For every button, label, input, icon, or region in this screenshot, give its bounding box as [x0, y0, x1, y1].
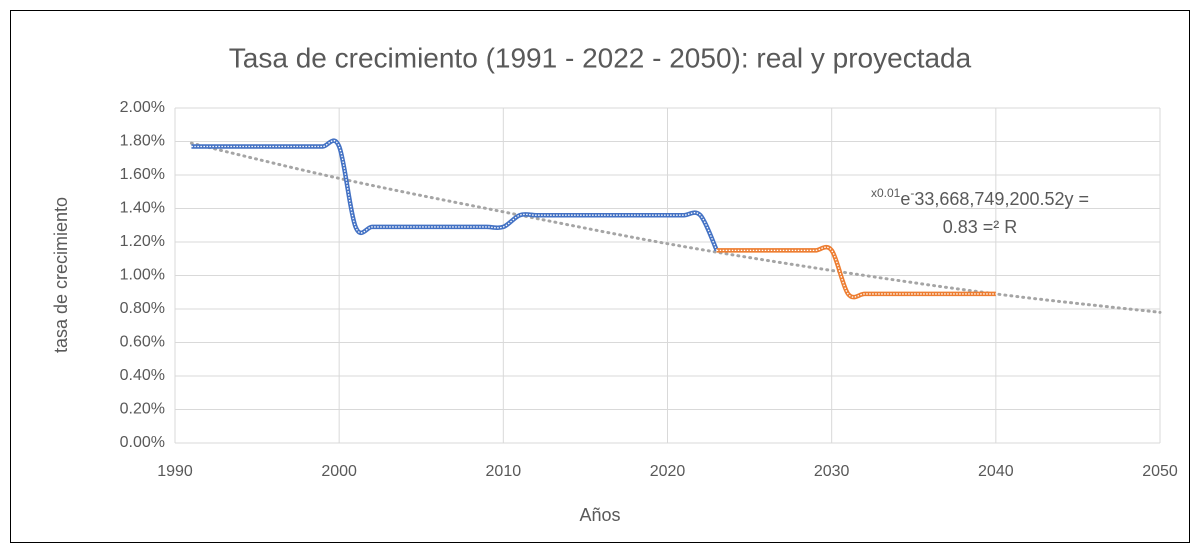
x-tick-label: 2040	[978, 463, 1014, 480]
y-tick-label: 2.00%	[120, 99, 165, 116]
x-tick-label: 2050	[1142, 463, 1178, 480]
x-tick-label: 2020	[650, 463, 686, 480]
y-tick-label: 0.60%	[120, 334, 165, 351]
annotation: x0.01e-33,668,749,200.52y =	[871, 186, 1089, 209]
trendline	[189, 141, 1162, 314]
y-tick-label: 1.20%	[120, 233, 165, 250]
x-tick-label: 2000	[321, 463, 357, 480]
annotation: 0.83 =² R	[943, 217, 1018, 237]
y-tick-label: 1.60%	[120, 166, 165, 183]
grid: 0.00% 0.20% 0.40% 0.60% 0.80% 1.00% 1.20% 1.40%…	[120, 99, 1178, 480]
annotation-part: e	[900, 189, 910, 209]
series-line-highlight	[191, 139, 718, 251]
x-tick-label: 2030	[814, 463, 850, 480]
x-tick-label: 1990	[157, 463, 193, 480]
chart-border	[10, 10, 1190, 543]
y-tick-label: 1.40%	[120, 200, 165, 217]
chart-title: Tasa de crecimiento (1991 - 2022 - 2050)…	[229, 42, 972, 73]
series-line-highlight	[716, 246, 996, 298]
y-tick-label: 0.40%	[120, 367, 165, 384]
plot	[189, 138, 1162, 314]
x-tick-label: 2010	[486, 463, 522, 480]
y-tick-label: 1.80%	[120, 133, 165, 150]
annotation-part: 33,668,749,200.52y =	[914, 189, 1089, 209]
annotation-part: x0.01	[871, 186, 901, 200]
y-tick-label: 0.00%	[120, 434, 165, 451]
y-tick-label: 0.80%	[120, 300, 165, 317]
y-tick-label: 0.20%	[120, 401, 165, 418]
y-axis-label: tasa de crecimiento	[51, 197, 71, 353]
annotation-part: -	[910, 186, 914, 200]
x-axis-label: Años	[579, 505, 620, 525]
y-tick-label: 1.00%	[120, 267, 165, 284]
